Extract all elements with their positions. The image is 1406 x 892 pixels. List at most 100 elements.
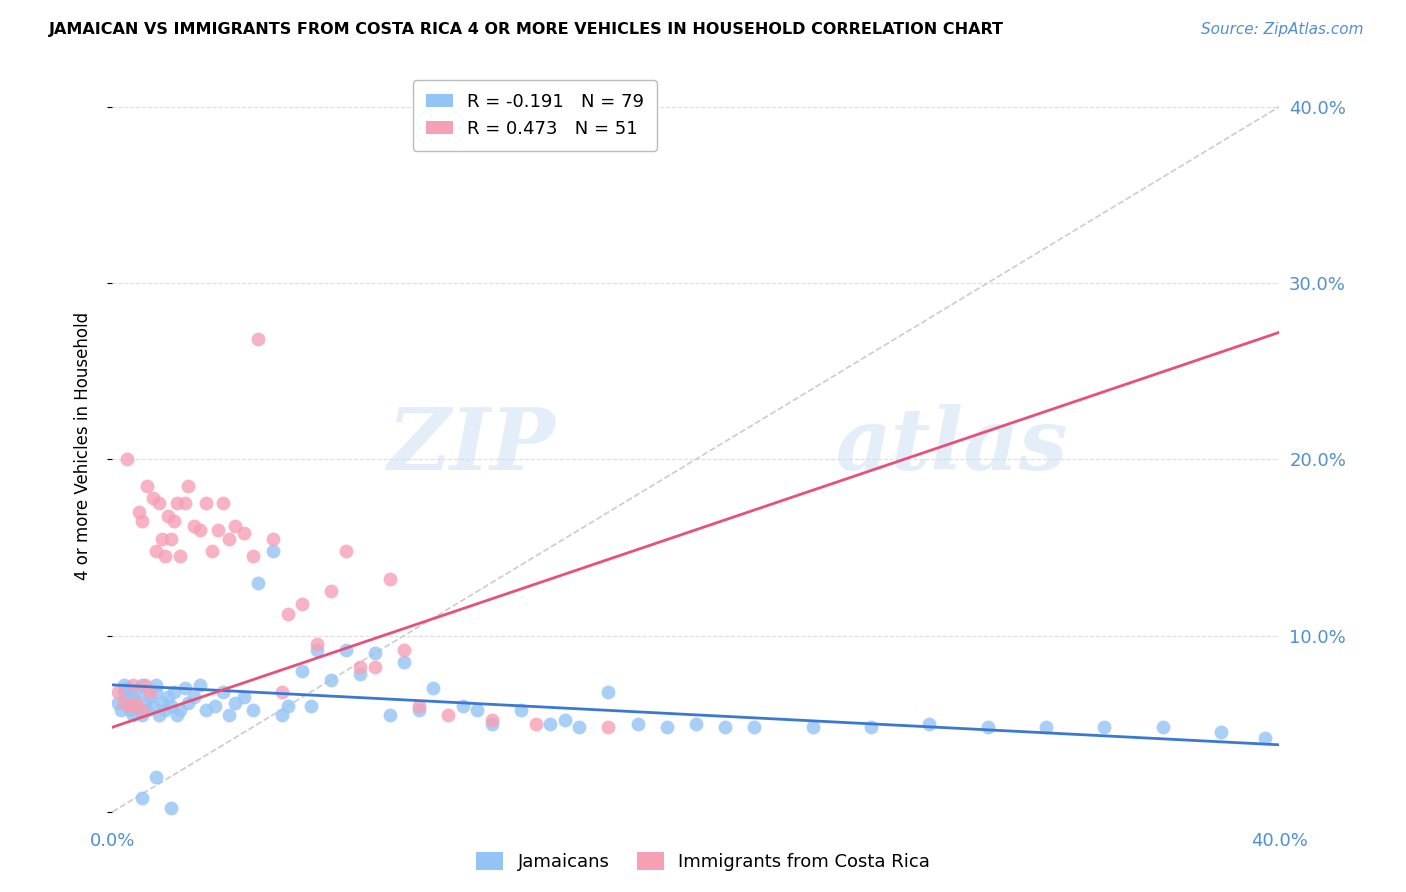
Point [232,690,254,705]
Point [212,496,235,510]
Point [554,713,576,727]
Point [481,713,503,727]
Point [156,508,179,523]
Point [364,660,387,674]
Point [128,685,150,699]
Point [122,690,145,705]
Point [188,678,211,692]
Point [145,678,167,692]
Point [247,332,270,346]
Point [183,519,205,533]
Point [122,678,145,692]
Point [107,685,129,699]
Point [321,584,343,599]
Point [218,707,240,722]
Point [212,685,235,699]
Point [183,690,205,705]
Point [218,532,240,546]
Point [655,720,678,734]
Point [194,496,217,510]
Point [481,716,503,731]
Point [118,696,141,710]
Point [131,514,153,528]
Point [262,544,284,558]
Y-axis label: 4 or more Vehicles in Household: 4 or more Vehicles in Household [73,312,91,580]
Point [422,681,444,696]
Point [291,664,314,678]
Point [145,770,167,784]
Legend: R = -0.191   N = 79, R = 0.473   N = 51: R = -0.191 N = 79, R = 0.473 N = 51 [413,80,657,151]
Point [305,642,328,657]
Point [976,720,998,734]
Point [232,526,254,541]
Point [115,452,138,467]
Point [112,696,135,710]
Point [224,696,246,710]
Point [270,707,292,722]
Point [305,637,328,651]
Point [224,519,246,533]
Point [131,702,153,716]
Point [291,597,314,611]
Point [627,716,650,731]
Point [107,696,129,710]
Point [714,720,737,734]
Text: JAMAICAN VS IMMIGRANTS FROM COSTA RICA 4 OR MORE VEHICLES IN HOUSEHOLD CORRELATI: JAMAICAN VS IMMIGRANTS FROM COSTA RICA 4… [49,22,1004,37]
Point [148,496,170,510]
Point [134,678,156,692]
Point [177,478,200,492]
Point [188,523,211,537]
Point [153,702,176,716]
Point [163,514,186,528]
Point [1035,720,1057,734]
Point [262,532,284,546]
Point [136,702,159,716]
Point [160,699,183,714]
Point [160,801,183,815]
Point [169,549,191,564]
Point [1209,725,1232,739]
Point [335,642,357,657]
Point [142,699,165,714]
Point [918,716,941,731]
Point [177,696,200,710]
Point [201,544,224,558]
Point [153,549,176,564]
Point [125,699,148,714]
Point [118,699,141,714]
Point [1254,731,1277,745]
Point [110,702,132,716]
Point [1094,720,1116,734]
Point [174,496,197,510]
Text: atlas: atlas [837,404,1069,488]
Point [145,544,167,558]
Point [115,681,138,696]
Point [451,699,474,714]
Point [394,655,416,669]
Legend: Jamaicans, Immigrants from Costa Rica: Jamaicans, Immigrants from Costa Rica [468,845,938,879]
Point [169,702,191,716]
Point [163,685,186,699]
Point [568,720,591,734]
Point [136,478,159,492]
Point [742,720,765,734]
Point [394,642,416,657]
Text: ZIP: ZIP [388,404,555,488]
Point [408,702,430,716]
Point [509,702,531,716]
Point [247,575,270,590]
Point [150,532,173,546]
Point [242,549,264,564]
Point [276,699,298,714]
Point [166,707,188,722]
Point [112,685,135,699]
Point [131,707,153,722]
Point [122,707,145,722]
Point [242,702,264,716]
Point [174,681,197,696]
Point [860,720,883,734]
Point [160,532,183,546]
Point [150,696,173,710]
Point [598,685,620,699]
Point [145,685,167,699]
